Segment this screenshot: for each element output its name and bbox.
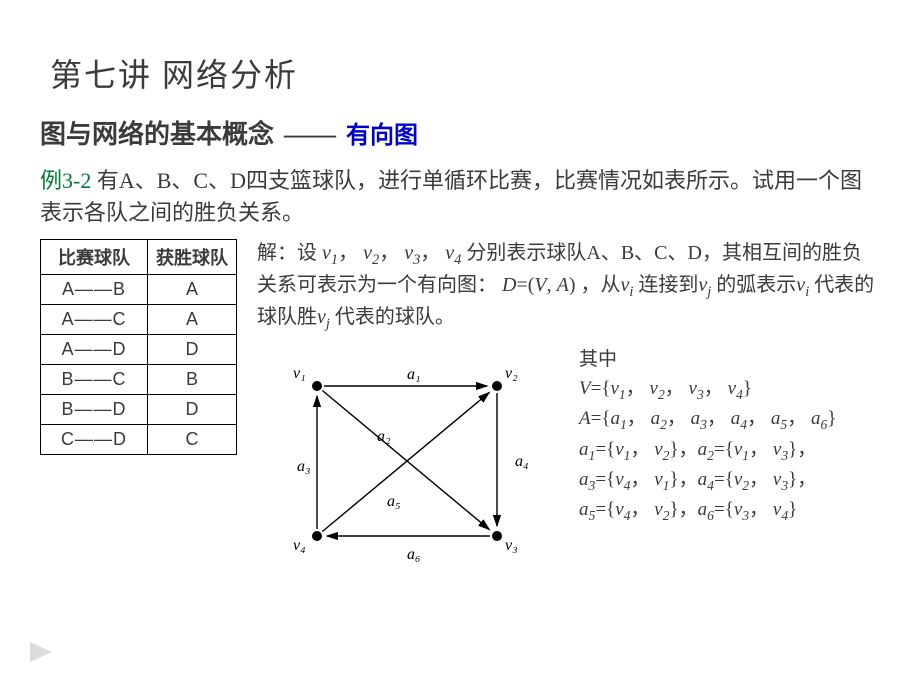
sol-v2: v2，	[363, 242, 399, 264]
table-row: A——BA	[41, 274, 237, 304]
right-column: 解：设 v1， v2， v3， v4 分别表示球队A、B、C、D，其相互间的胜负…	[257, 239, 880, 580]
content-row: 比赛球队 获胜球队 A——BAA——CAA——DDB——CBB——DDC——DC…	[40, 239, 880, 580]
sol-t2: 连接到	[638, 274, 698, 296]
sol-dva: D	[502, 274, 516, 296]
table-header-pair: 比赛球队	[41, 239, 148, 274]
sol-prefix: 解：设	[257, 242, 317, 264]
section-dash: ——	[284, 120, 336, 150]
sol-v3: v3，	[404, 242, 440, 264]
sets-A: A={a1， a2， a3， a4， a5， a6}	[579, 405, 836, 435]
section-heading: 图与网络的基本概念 —— 有向图	[40, 114, 880, 151]
table-cell-pair: A——D	[41, 334, 148, 364]
graph-node-label: v₁	[293, 365, 306, 382]
match-table: 比赛球队 获胜球队 A——BAA——CAA——DDB——CBB——DDC——DC	[40, 239, 237, 455]
example-text: 有A、B、C、D四支篮球队，进行单循环比赛，比赛情况如表所示。试用一个图表示各队…	[40, 168, 862, 225]
graph-node	[492, 381, 502, 391]
table-row: C——DC	[41, 424, 237, 454]
graph-node-label: v₄	[293, 537, 306, 554]
sets-qizhong: 其中	[579, 346, 836, 375]
graph-node	[312, 531, 322, 541]
graph-node	[492, 531, 502, 541]
graph-node	[312, 381, 322, 391]
lower-row: a₁ a₂ a₃ a₄ a₅ a₆ v₁ v₂ v₃ v₄ 其中 V={v1， v2， v3， v…	[257, 346, 880, 579]
graph-edge-label: a₅	[387, 493, 401, 510]
sol-v1: v1，	[322, 242, 358, 264]
sets-a34: a3={v4， v1}，a4={v2， v3}，	[579, 466, 836, 496]
graph-edge-label: a₂	[377, 428, 391, 445]
graph-edge-label: a₁	[407, 366, 421, 383]
table-cell-pair: B——D	[41, 394, 148, 424]
graph-node-label: v₃	[505, 537, 518, 554]
table-cell-winner: C	[148, 424, 237, 454]
table-cell-winner: A	[148, 304, 237, 334]
table-row: A——CA	[41, 304, 237, 334]
slide-title: 第七讲 网络分析	[50, 50, 880, 96]
table-cell-pair: B——C	[41, 364, 148, 394]
sol-t1: ，从	[581, 274, 621, 296]
table-cell-pair: C——D	[41, 424, 148, 454]
graph-edge-label: a₃	[297, 458, 311, 475]
example-label: 例3-2	[40, 168, 91, 193]
solution-text: 解：设 v1， v2， v3， v4 分别表示球队A、B、C、D，其相互间的胜负…	[257, 239, 880, 335]
sol-t3: 的弧表示	[716, 274, 796, 296]
table-row: B——CB	[41, 364, 237, 394]
graph-edge-label: a₄	[515, 453, 529, 470]
digraph-figure: a₁ a₂ a₃ a₄ a₅ a₆ v₁ v₂ v₃ v₄	[257, 346, 557, 579]
digraph-svg: a₁ a₂ a₃ a₄ a₅ a₆ v₁ v₂ v₃ v₄	[257, 346, 557, 570]
table-row: B——DD	[41, 394, 237, 424]
table-cell-winner: D	[148, 334, 237, 364]
sets-V: V={v1， v2， v3， v4}	[579, 375, 836, 405]
table-cell-pair: A——C	[41, 304, 148, 334]
graph-edge	[322, 393, 489, 532]
slide: 第七讲 网络分析 图与网络的基本概念 —— 有向图 例3-2 有A、B、C、D四…	[0, 0, 920, 690]
sol-v4: v4	[445, 242, 461, 264]
section-blue: 有向图	[346, 115, 418, 150]
sets-block: 其中 V={v1， v2， v3， v4} A={a1， a2， a3， a4，…	[579, 346, 836, 526]
table-cell-winner: B	[148, 364, 237, 394]
table-cell-pair: A——B	[41, 274, 148, 304]
table-header-winner: 获胜球队	[148, 239, 237, 274]
table-row: A——DD	[41, 334, 237, 364]
example-paragraph: 例3-2 有A、B、C、D四支篮球队，进行单循环比赛，比赛情况如表所示。试用一个…	[40, 165, 880, 229]
section-main: 图与网络的基本概念	[40, 114, 274, 151]
graph-node-label: v₂	[505, 365, 518, 382]
slide-marker-icon	[30, 642, 52, 662]
graph-edge	[322, 391, 489, 530]
sol-t5: 代表的球队。	[335, 306, 455, 328]
sets-a56: a5={v4， v2}，a6={v3， v4}	[579, 496, 836, 526]
table-cell-winner: D	[148, 394, 237, 424]
sets-a12: a1={v1， v2}，a2={v1， v3}，	[579, 436, 836, 466]
table-cell-winner: A	[148, 274, 237, 304]
graph-edge-label: a₆	[407, 546, 421, 563]
